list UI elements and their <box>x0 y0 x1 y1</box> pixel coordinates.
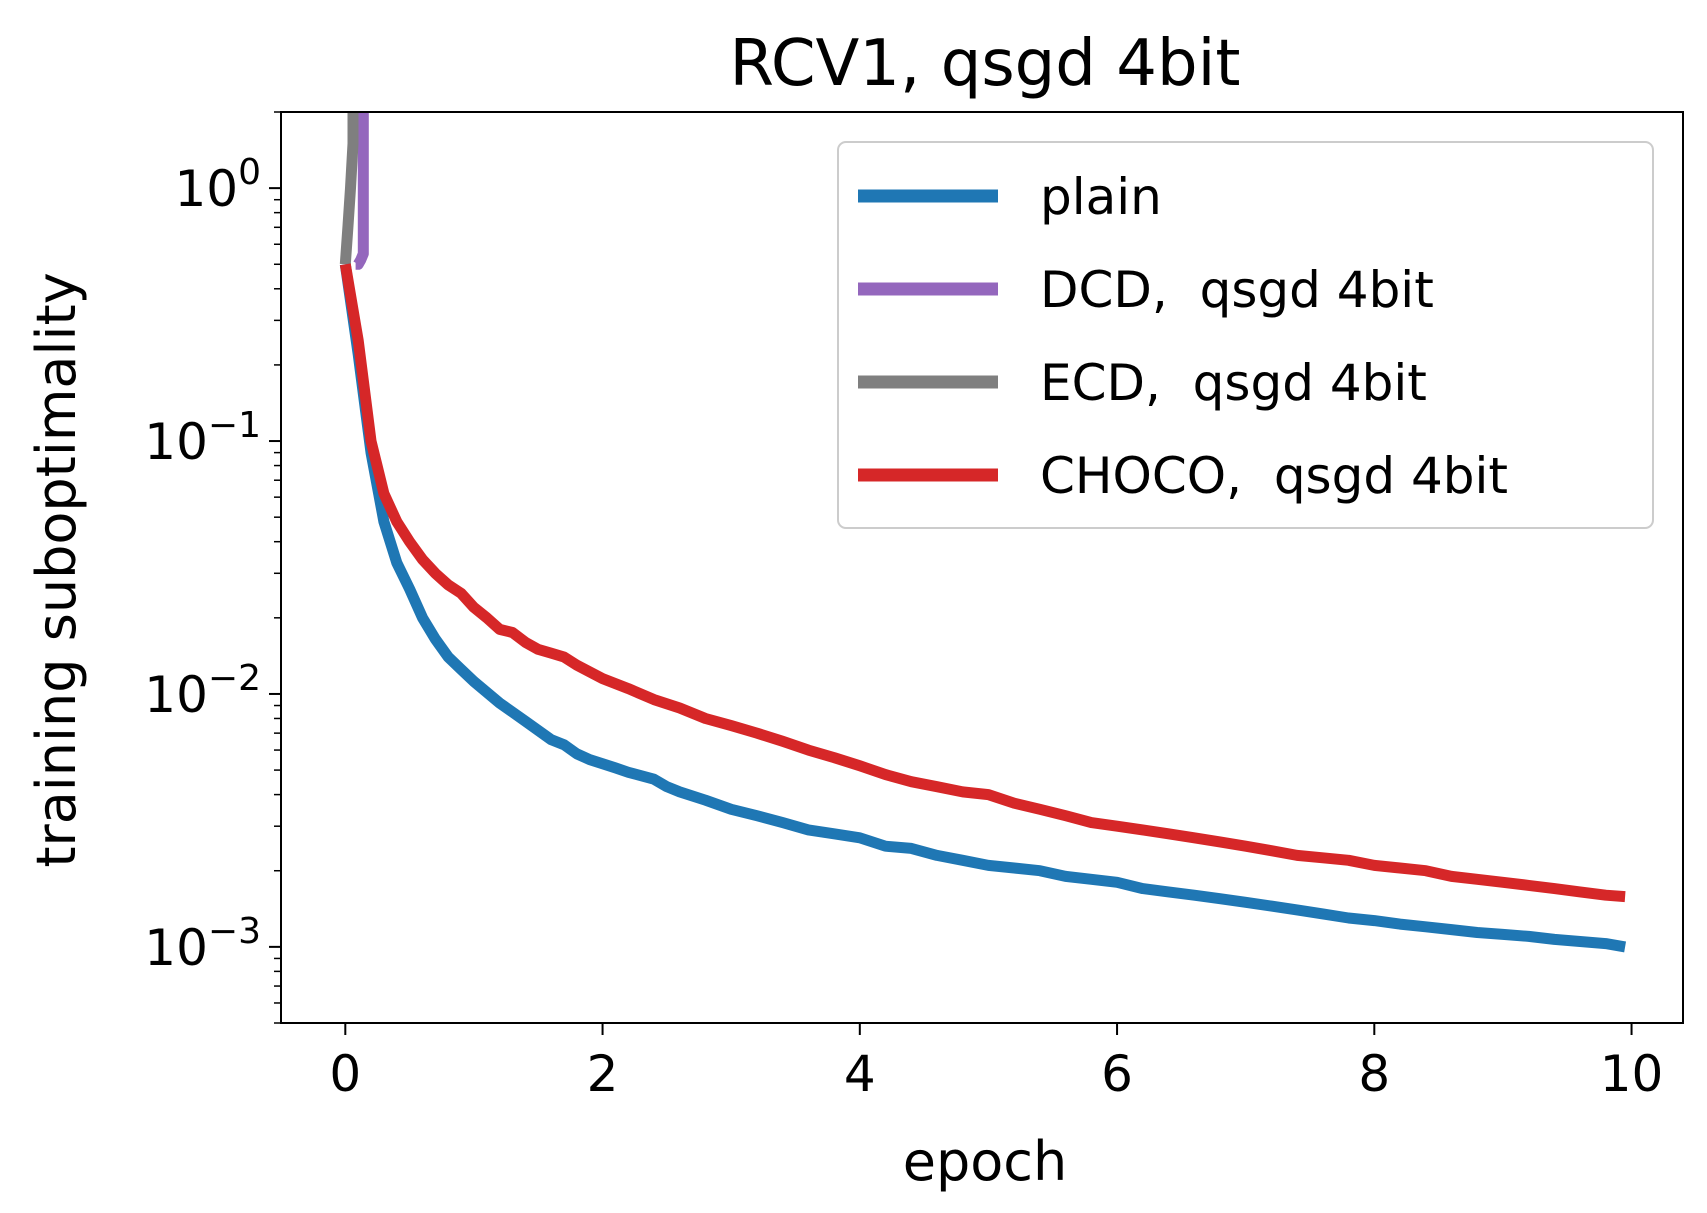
plot-lines <box>339 112 1627 953</box>
y-axis-label: training suboptimality <box>25 272 88 867</box>
y-tick-label: 10−3 <box>144 911 261 977</box>
series-line-ecd <box>339 112 359 265</box>
legend-label-plain: plain <box>1040 168 1162 226</box>
x-axis-label: epoch <box>903 1130 1067 1193</box>
plot-frame <box>280 111 1684 1024</box>
legend: plain DCD, qsgd 4bit ECD, qsgd 4bit CHOCO, … <box>837 141 1654 529</box>
legend-box <box>837 141 1654 529</box>
x-tick-label: 4 <box>844 1045 876 1103</box>
y-tick-label: 10−1 <box>144 405 261 471</box>
y-tick-label: 10−2 <box>144 658 261 724</box>
series-line-dcd <box>352 112 369 270</box>
legend-label-dcd: DCD, qsgd 4bit <box>1040 261 1434 319</box>
y-tick-label: 100 <box>174 152 261 218</box>
series-line-plain <box>339 263 1627 953</box>
chart-title: RCV1, qsgd 4bit <box>730 27 1241 101</box>
axes: 0 2 4 6 8 10 100 10−1 10−2 10−3 <box>144 111 1684 1103</box>
legend-label-ecd: ECD, qsgd 4bit <box>1040 354 1427 412</box>
x-tick-label: 0 <box>329 1045 361 1103</box>
x-tick-label: 6 <box>1101 1045 1133 1103</box>
legend-label-choco: CHOCO, qsgd 4bit <box>1040 447 1508 505</box>
x-tick-label: 2 <box>587 1045 619 1103</box>
x-tick-label: 8 <box>1358 1045 1390 1103</box>
series-line-choco <box>339 263 1626 903</box>
x-tick-label: 10 <box>1600 1045 1664 1103</box>
